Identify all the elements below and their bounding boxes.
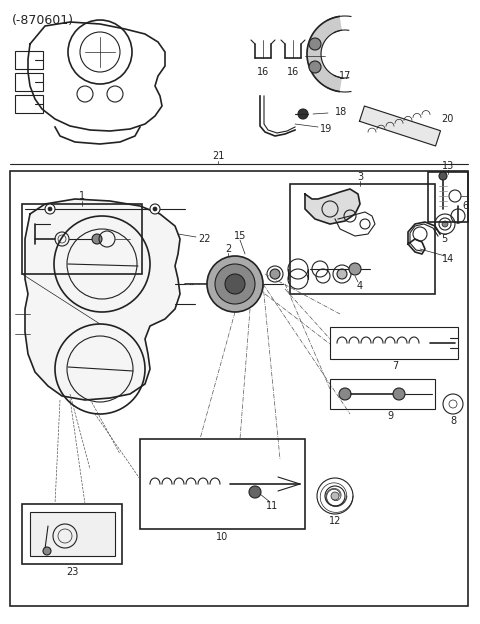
Circle shape	[92, 234, 102, 244]
Text: 1: 1	[79, 191, 85, 201]
Bar	[15, 51, 43, 69]
Text: 2: 2	[225, 244, 231, 254]
Text: 16: 16	[257, 67, 269, 77]
Circle shape	[153, 207, 157, 211]
Text: 11: 11	[266, 501, 278, 511]
Circle shape	[43, 547, 51, 555]
Circle shape	[442, 221, 448, 227]
Text: 13: 13	[442, 161, 454, 171]
Circle shape	[337, 269, 347, 279]
Circle shape	[309, 38, 321, 50]
Text: 21: 21	[212, 151, 224, 161]
Text: 4: 4	[357, 281, 363, 291]
Circle shape	[225, 274, 245, 294]
Circle shape	[309, 61, 321, 73]
Text: 20: 20	[441, 114, 454, 124]
Bar	[22, 504, 122, 564]
Text: 23: 23	[66, 567, 78, 577]
Text: 10: 10	[216, 532, 228, 542]
Polygon shape	[305, 189, 360, 224]
Bar	[30, 512, 115, 556]
Circle shape	[339, 388, 351, 400]
Circle shape	[249, 486, 261, 498]
Circle shape	[439, 172, 447, 180]
Bar	[428, 172, 468, 222]
Circle shape	[150, 204, 160, 214]
Circle shape	[215, 264, 255, 304]
Circle shape	[45, 204, 55, 214]
Bar	[140, 439, 305, 529]
Text: 3: 3	[357, 172, 363, 182]
Circle shape	[48, 207, 52, 211]
Circle shape	[393, 388, 405, 400]
Bar	[290, 184, 435, 294]
Circle shape	[270, 269, 280, 279]
Polygon shape	[307, 16, 341, 92]
Bar	[15, 95, 43, 113]
Bar	[15, 73, 43, 91]
Circle shape	[331, 492, 339, 500]
Text: 7: 7	[392, 361, 398, 371]
Text: 5: 5	[441, 234, 447, 244]
Bar	[22, 204, 142, 274]
Circle shape	[449, 400, 457, 408]
Text: 19: 19	[320, 124, 332, 134]
Text: 17: 17	[339, 71, 351, 81]
Text: 15: 15	[234, 231, 246, 241]
Polygon shape	[25, 199, 180, 400]
Circle shape	[298, 109, 308, 119]
Text: 14: 14	[442, 254, 454, 264]
Text: 16: 16	[287, 67, 299, 77]
Polygon shape	[360, 106, 441, 146]
Text: 9: 9	[387, 411, 393, 421]
Bar	[330, 379, 435, 409]
Bar	[330, 327, 458, 359]
Bar	[10, 171, 468, 606]
Text: (-870601): (-870601)	[12, 14, 74, 27]
Text: 6: 6	[462, 201, 468, 211]
Text: 18: 18	[335, 107, 347, 117]
Text: 12: 12	[329, 516, 341, 526]
Circle shape	[349, 263, 361, 275]
Text: 8: 8	[450, 416, 456, 426]
Circle shape	[207, 256, 263, 312]
Text: 22: 22	[198, 234, 211, 244]
